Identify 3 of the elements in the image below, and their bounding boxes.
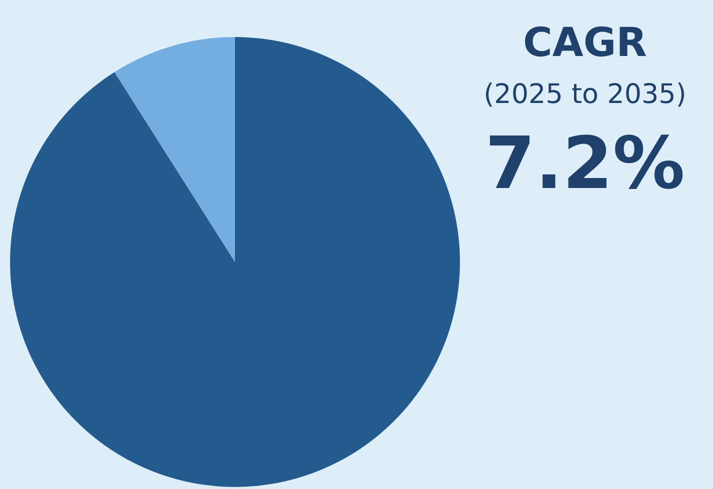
text: (2025 to 2035)	[484, 79, 686, 110]
text: 7.2%	[485, 121, 685, 205]
text: CAGR	[523, 20, 647, 66]
